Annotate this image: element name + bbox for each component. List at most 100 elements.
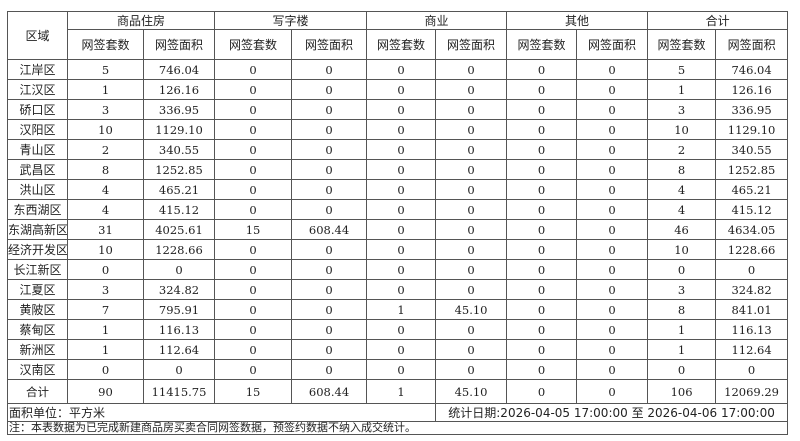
count-cell: 4 [67, 199, 144, 220]
header-row-subs: 网签套数 网签面积 网签套数 网签面积 网签套数 网签面积 网签套数 网签面积 网签套数 网签面积 [8, 29, 789, 60]
area-cell: 112.64 [715, 339, 789, 360]
area-cell: 0 [291, 239, 368, 260]
area-cell: 0 [291, 199, 368, 220]
count-cell: 1 [366, 299, 437, 320]
area-cell: 0 [715, 259, 789, 280]
group-header-commercial: 商业 [366, 11, 508, 30]
area-cell: 1129.10 [715, 119, 789, 140]
footer-row: 面积单位：平方米 统计日期:2026-04-05 17:00:00 至 2026… [6, 403, 789, 422]
area-cell: 0 [576, 359, 649, 380]
region-header: 区域 [7, 11, 68, 60]
area-cell: 0 [291, 339, 368, 360]
area-cell: 0 [291, 139, 368, 160]
count-cell: 46 [647, 219, 717, 240]
area-cell: 0 [576, 79, 649, 100]
area-cell: 841.01 [715, 299, 789, 320]
count-cell: 10 [647, 239, 717, 260]
count-cell: 0 [214, 299, 293, 320]
area-cell: 0 [435, 159, 508, 180]
count-cell: 0 [506, 159, 578, 180]
count-cell: 0 [214, 339, 293, 360]
table-row: 硚口区 3 336.95 0 0 0 0 0 0 3 336.95 [7, 99, 789, 120]
sub-header-area: 网签面积 [576, 29, 649, 60]
count-cell: 0 [366, 159, 437, 180]
sub-header-count: 网签套数 [647, 29, 717, 60]
count-cell: 3 [67, 279, 144, 300]
area-cell: 0 [576, 159, 649, 180]
sub-header-count: 网签套数 [214, 29, 293, 60]
area-cell: 0 [576, 219, 649, 240]
area-cell: 608.44 [291, 379, 368, 404]
table-row: 长江新区 0 0 0 0 0 0 0 0 0 0 [7, 259, 789, 280]
group-header-total: 合计 [647, 11, 789, 30]
area-cell: 0 [435, 259, 508, 280]
table-row: 江汉区 1 126.16 0 0 0 0 0 0 1 126.16 [7, 79, 789, 100]
area-cell: 0 [435, 219, 508, 240]
area-cell: 0 [576, 279, 649, 300]
group-header-office: 写字楼 [214, 11, 368, 30]
area-cell: 0 [576, 179, 649, 200]
group-header-residential: 商品住房 [66, 11, 216, 30]
area-cell: 0 [291, 319, 368, 340]
area-cell: 0 [435, 119, 508, 140]
count-cell: 0 [366, 339, 437, 360]
area-cell: 0 [435, 279, 508, 300]
count-cell: 0 [214, 59, 293, 80]
count-cell: 8 [647, 159, 717, 180]
table-row: 东西湖区 4 415.12 0 0 0 0 0 0 4 415.12 [7, 199, 789, 220]
region-cell: 东湖高新区 [7, 219, 68, 240]
count-cell: 0 [214, 159, 293, 180]
count-cell: 0 [506, 139, 578, 160]
area-cell: 0 [291, 119, 368, 140]
area-cell: 0 [715, 359, 789, 380]
count-cell: 0 [506, 319, 578, 340]
count-cell: 0 [214, 119, 293, 140]
count-cell: 1 [647, 79, 717, 100]
count-cell: 4 [647, 179, 717, 200]
count-cell: 8 [647, 299, 717, 320]
count-cell: 0 [366, 359, 437, 380]
area-cell: 126.16 [142, 79, 216, 100]
count-cell: 0 [214, 279, 293, 300]
count-cell: 0 [366, 99, 437, 120]
count-cell: 106 [647, 379, 717, 404]
table-row: 新洲区 1 112.64 0 0 0 0 0 0 1 112.64 [7, 339, 789, 360]
count-cell: 0 [366, 219, 437, 240]
count-cell: 0 [214, 99, 293, 120]
count-cell: 5 [647, 59, 717, 80]
area-cell: 336.95 [142, 99, 216, 120]
table-row: 经济开发区 10 1228.66 0 0 0 0 0 0 10 1228.66 [7, 239, 789, 260]
count-cell: 5 [67, 59, 144, 80]
count-cell: 0 [506, 259, 578, 280]
count-cell: 31 [67, 219, 144, 240]
count-cell: 0 [506, 279, 578, 300]
sub-header-count: 网签套数 [506, 29, 578, 60]
count-cell: 0 [366, 279, 437, 300]
region-cell: 长江新区 [7, 259, 68, 280]
area-cell: 336.95 [715, 99, 789, 120]
count-cell: 0 [506, 339, 578, 360]
count-cell: 0 [506, 219, 578, 240]
count-cell: 0 [214, 179, 293, 200]
area-cell: 45.10 [435, 299, 508, 320]
area-cell: 0 [291, 359, 368, 380]
count-cell: 0 [214, 239, 293, 260]
count-cell: 0 [506, 199, 578, 220]
region-cell: 江岸区 [7, 59, 68, 80]
table-row: 青山区 2 340.55 0 0 0 0 0 0 2 340.55 [7, 139, 789, 160]
count-cell: 0 [647, 359, 717, 380]
statistics-date-range: 统计日期:2026-04-05 17:00:00 至 2026-04-06 17… [435, 403, 789, 422]
region-cell: 黄陂区 [7, 299, 68, 320]
count-cell: 0 [214, 359, 293, 380]
table-row: 汉南区 0 0 0 0 0 0 0 0 0 0 [7, 359, 789, 380]
table-row: 汉阳区 10 1129.10 0 0 0 0 0 0 10 1129.10 [7, 119, 789, 140]
count-cell: 10 [67, 119, 144, 140]
note-row: 注：本表数据为已完成新建商品房买卖合同网签数据，预签约数据不纳入成交统计。 [6, 421, 789, 435]
area-cell: 1252.85 [715, 159, 789, 180]
count-cell: 0 [506, 119, 578, 140]
region-cell: 汉阳区 [7, 119, 68, 140]
area-cell: 0 [435, 319, 508, 340]
count-cell: 0 [506, 359, 578, 380]
area-cell: 795.91 [142, 299, 216, 320]
sub-header-area: 网签面积 [291, 29, 368, 60]
